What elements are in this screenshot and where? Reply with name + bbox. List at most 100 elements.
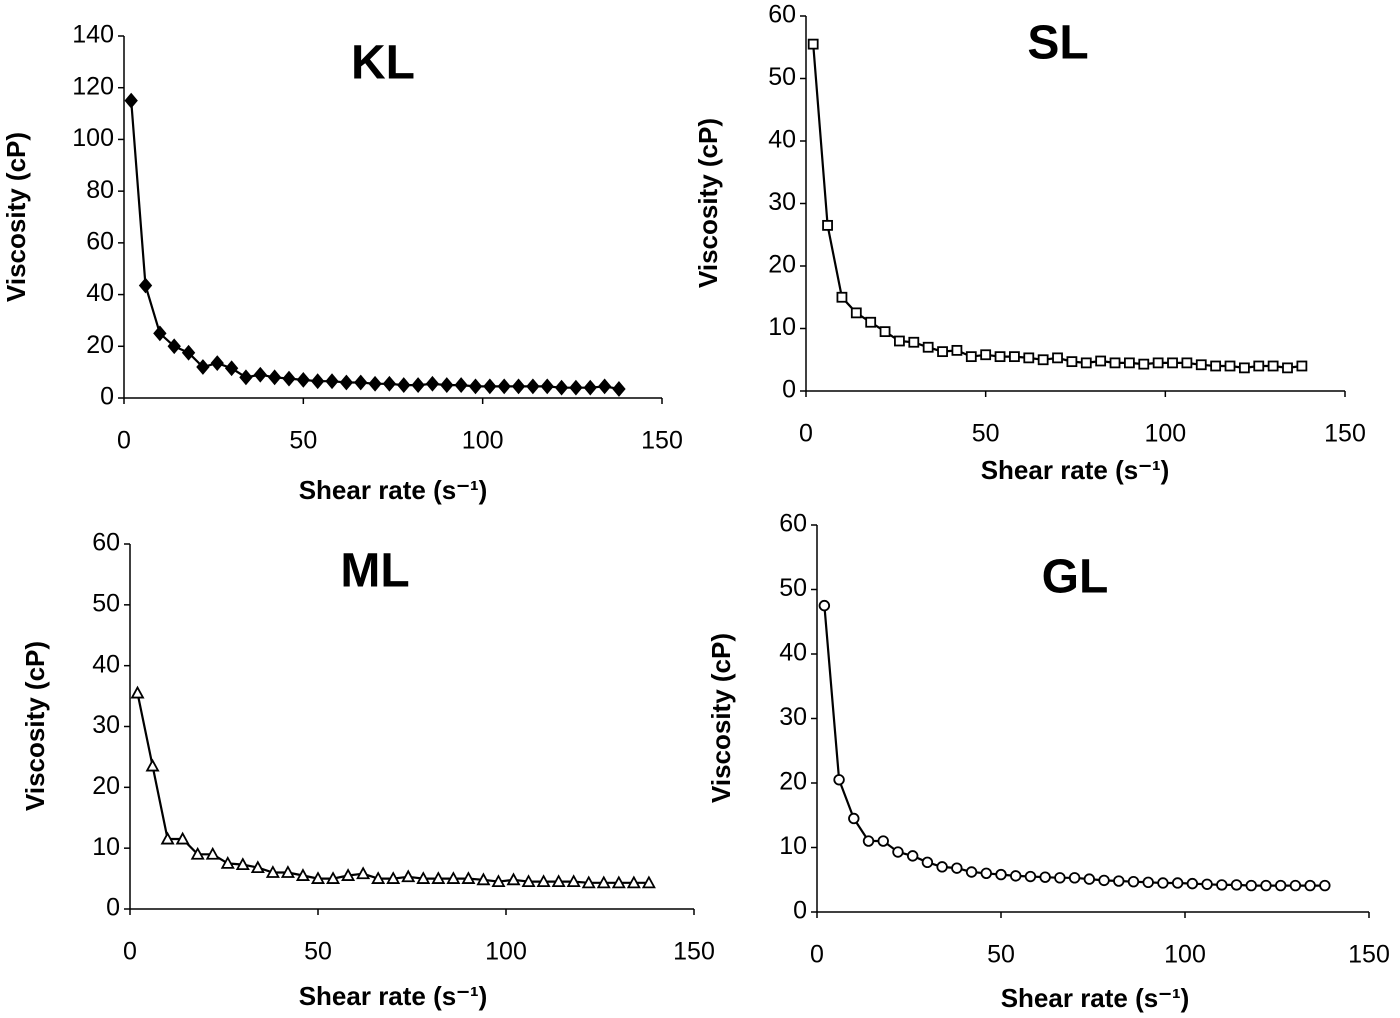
x-axis-label: Shear rate (s⁻¹) <box>981 455 1170 485</box>
marker <box>468 378 483 395</box>
y-tick-label: 20 <box>779 768 807 796</box>
x-tick-label: 0 <box>810 941 824 969</box>
marker <box>138 277 153 294</box>
marker <box>936 861 948 873</box>
marker <box>1296 360 1308 372</box>
marker <box>937 346 948 358</box>
x-tick-label: 50 <box>289 427 317 455</box>
marker <box>1142 876 1154 889</box>
marker <box>491 874 506 888</box>
marker <box>196 359 210 375</box>
y-tick-label: 50 <box>779 574 807 602</box>
y-tick-label: 50 <box>92 589 120 617</box>
marker <box>1304 879 1316 892</box>
marker <box>1267 360 1279 372</box>
marker <box>210 355 224 371</box>
marker <box>1210 360 1222 372</box>
marker <box>1138 358 1150 370</box>
marker <box>311 373 325 390</box>
marker <box>354 374 368 391</box>
marker <box>536 874 551 888</box>
marker <box>833 774 845 786</box>
y-tick-label: 20 <box>768 251 796 279</box>
y-tick-label: 60 <box>779 510 807 538</box>
marker <box>296 372 311 388</box>
marker <box>807 38 819 50</box>
marker <box>1095 355 1107 367</box>
marker <box>1113 875 1125 887</box>
y-tick-label: 80 <box>86 176 114 204</box>
marker <box>145 758 160 772</box>
marker <box>1127 875 1140 888</box>
y-tick-label: 0 <box>793 897 807 925</box>
y-tick-label: 100 <box>72 124 114 152</box>
marker <box>597 378 612 395</box>
marker <box>848 812 860 825</box>
marker <box>476 872 491 886</box>
marker <box>483 378 497 395</box>
marker <box>1052 352 1063 364</box>
marker <box>1024 870 1037 883</box>
marker <box>1157 877 1169 889</box>
marker <box>626 875 641 889</box>
marker <box>250 860 265 874</box>
marker <box>551 874 566 888</box>
y-tick-label: 120 <box>72 72 114 100</box>
x-tick-label: 150 <box>1324 420 1366 448</box>
y-axis-label: Viscosity (cP) <box>20 641 50 811</box>
marker <box>431 871 446 884</box>
marker <box>596 875 611 889</box>
marker <box>282 370 296 387</box>
marker <box>280 865 295 878</box>
marker <box>124 92 138 109</box>
marker <box>1201 878 1213 890</box>
marker <box>1054 872 1066 884</box>
marker <box>862 835 875 847</box>
marker <box>497 378 511 395</box>
marker <box>1009 351 1020 363</box>
marker <box>850 307 862 319</box>
y-tick-label: 40 <box>92 650 120 678</box>
y-tick-label: 20 <box>92 772 120 800</box>
marker <box>220 856 235 869</box>
y-tick-label: 30 <box>92 711 120 739</box>
marker <box>818 599 831 612</box>
marker <box>461 871 476 884</box>
marker <box>1253 360 1265 372</box>
marker <box>382 375 397 392</box>
marker <box>877 835 889 847</box>
y-tick-label: 10 <box>92 833 120 861</box>
marker <box>965 866 978 878</box>
marker <box>175 831 190 845</box>
marker <box>1238 362 1250 374</box>
marker <box>1010 870 1022 882</box>
marker <box>951 862 963 874</box>
marker <box>325 373 339 390</box>
marker <box>341 868 356 881</box>
marker <box>836 291 848 303</box>
marker <box>1181 357 1193 369</box>
marker <box>190 846 205 860</box>
x-tick-label: 0 <box>799 420 813 448</box>
marker <box>554 379 569 396</box>
marker <box>224 360 239 377</box>
chart-title: ML <box>340 545 409 598</box>
marker <box>1066 356 1078 368</box>
data-line <box>130 100 620 390</box>
x-tick-label: 50 <box>304 938 332 966</box>
y-tick-label: 10 <box>779 832 807 860</box>
marker <box>612 381 626 397</box>
marker <box>267 369 282 386</box>
data-line <box>812 44 1303 370</box>
marker <box>397 377 411 393</box>
marker <box>1109 357 1121 369</box>
marker <box>506 872 521 886</box>
x-tick-label: 150 <box>641 427 683 455</box>
y-tick-label: 60 <box>92 529 120 557</box>
marker <box>1080 357 1092 369</box>
marker <box>1186 877 1199 890</box>
marker <box>1245 879 1257 892</box>
marker <box>908 336 920 348</box>
marker <box>526 378 540 395</box>
marker <box>239 369 253 386</box>
